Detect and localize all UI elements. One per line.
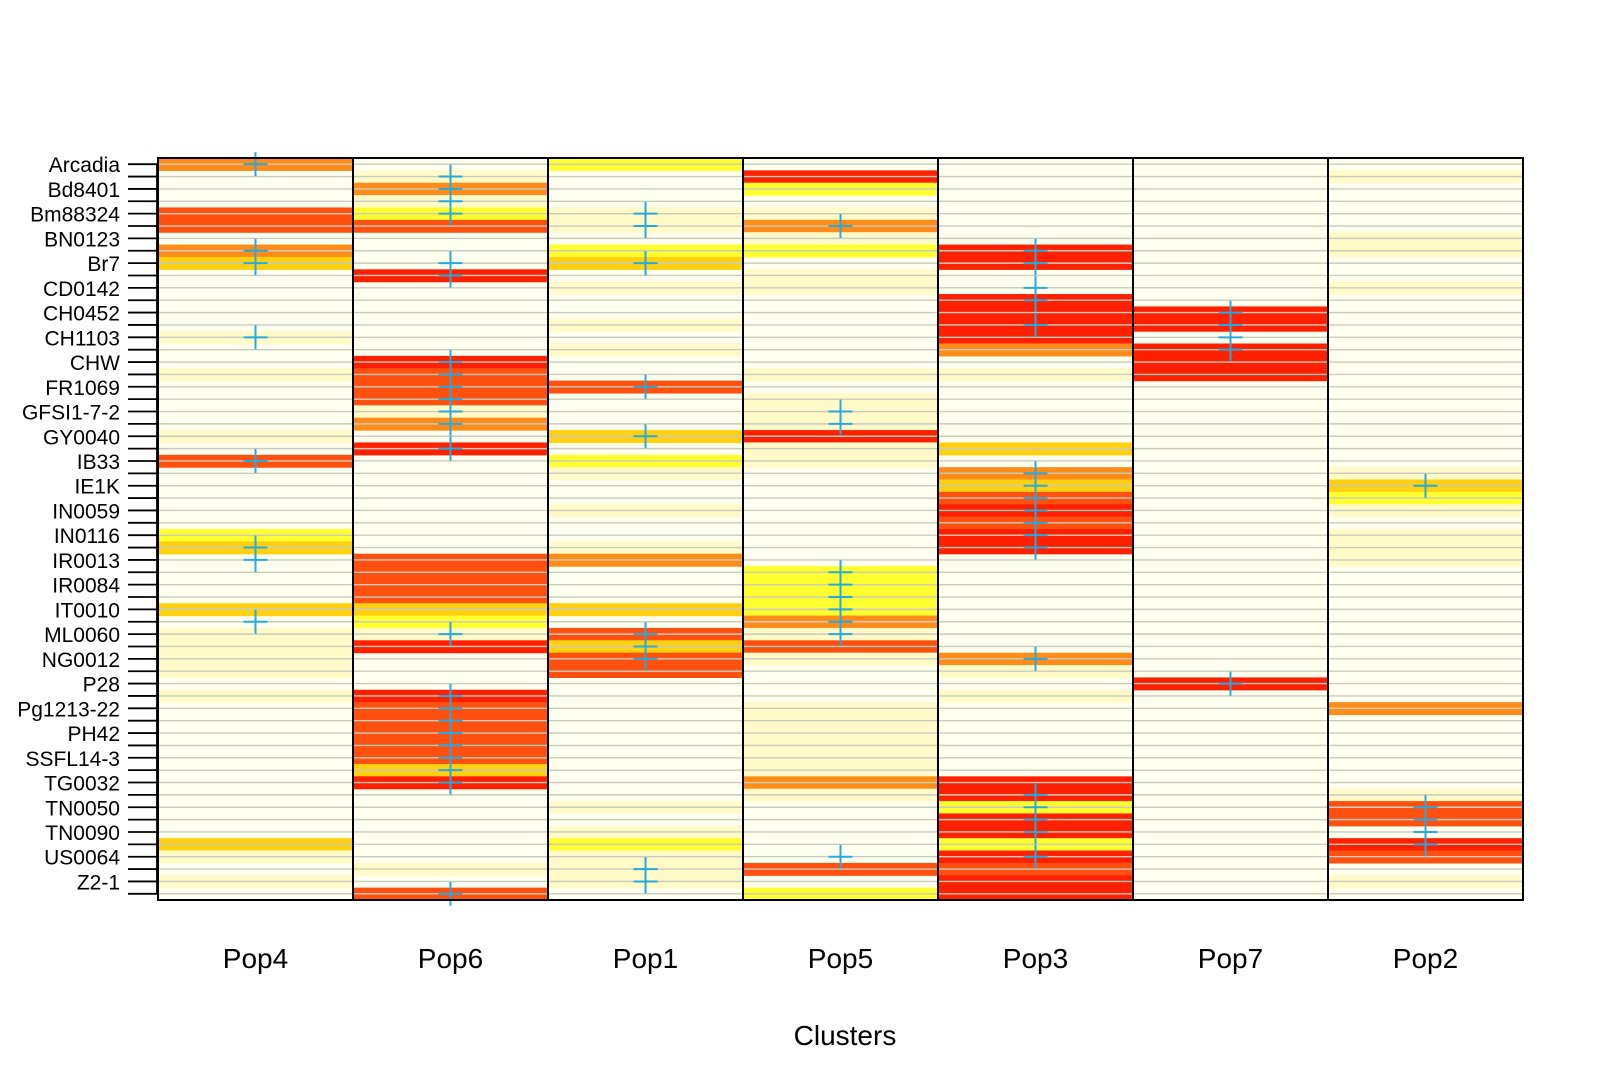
assignment-marker xyxy=(1023,819,1048,844)
y-tick-label: CD0142 xyxy=(43,278,120,301)
y-tick-label: IE1K xyxy=(74,476,120,499)
y-tick-label: CH1103 xyxy=(45,327,121,350)
y-tick-label: PH42 xyxy=(67,723,120,746)
assignment-marker xyxy=(438,263,463,288)
assignment-marker xyxy=(243,547,268,572)
y-tick-label: IN0059 xyxy=(52,500,120,523)
assignment-marker xyxy=(243,448,268,473)
y-tick-label: IR0084 xyxy=(52,575,120,598)
assignment-marker xyxy=(438,411,463,436)
assignment-marker xyxy=(633,374,658,399)
assignment-marker xyxy=(243,251,268,276)
assignment-marker xyxy=(633,214,658,239)
y-tick-label: Pg1213-22 xyxy=(17,698,120,721)
x-tick-label: Pop6 xyxy=(418,943,483,974)
y-tick-label: CHW xyxy=(70,352,120,375)
assignment-marker xyxy=(1023,288,1048,313)
y-tick-label: ML0060 xyxy=(44,624,120,647)
plot-frame xyxy=(157,157,1524,901)
x-axis: Pop4 Pop6 Pop1 Pop5 Pop3 Pop7 Pop2 xyxy=(223,943,1458,974)
y-tick-label: BN0123 xyxy=(44,228,120,251)
assignment-marker xyxy=(1218,337,1243,362)
assignment-marker xyxy=(1413,473,1438,498)
y-tick-label: GFSI1-7-2 xyxy=(22,402,120,425)
y-tick-label: Br7 xyxy=(87,253,120,276)
y-tick-label: NG0012 xyxy=(42,649,120,672)
assignment-marker xyxy=(1023,646,1048,671)
x-tick-label: Pop7 xyxy=(1198,943,1263,974)
y-tick-label: Bm88324 xyxy=(30,204,120,227)
assignment-marker xyxy=(633,424,658,449)
assignment-marker xyxy=(438,770,463,795)
y-tick-label: TN0050 xyxy=(45,797,120,820)
y-tick-label: IR0013 xyxy=(52,550,120,573)
y-tick-label: IN0116 xyxy=(54,525,120,548)
assignment-marker xyxy=(1023,535,1048,560)
x-tick-label: Pop1 xyxy=(613,943,678,974)
x-axis-title: Clusters xyxy=(794,1020,897,1051)
heatmap-cells xyxy=(158,158,1523,901)
y-tick-label: CH0452 xyxy=(43,303,120,326)
assignment-marker xyxy=(243,152,268,177)
y-tick-label: Z2-1 xyxy=(77,871,120,894)
y-tick-label: TN0090 xyxy=(45,822,120,845)
assignment-marker xyxy=(438,201,463,226)
x-tick-label: Pop3 xyxy=(1003,943,1068,974)
y-tick-label: FR1069 xyxy=(45,377,120,400)
assignment-marker xyxy=(1413,832,1438,857)
y-tick-label: IT0010 xyxy=(55,599,120,622)
y-tick-label: SSFL14-3 xyxy=(25,748,120,771)
assignment-marker xyxy=(1023,251,1048,276)
y-tick-label: GY0040 xyxy=(43,426,120,449)
assignment-marker xyxy=(1218,671,1243,696)
y-tick-label: TG0032 xyxy=(44,773,120,796)
assignment-marker xyxy=(633,646,658,671)
assignment-marker xyxy=(243,609,268,634)
y-tick-label: Bd8401 xyxy=(48,179,120,202)
assignment-marker xyxy=(828,844,853,869)
y-tick-label: P28 xyxy=(83,674,120,697)
x-tick-label: Pop5 xyxy=(808,943,873,974)
assignment-marker xyxy=(243,325,268,350)
column-frames xyxy=(157,157,1524,901)
assignment-marker xyxy=(828,411,853,436)
x-tick-label: Pop2 xyxy=(1393,943,1458,974)
y-axis: ArcadiaBd8401Bm88324BN0123Br7CD0142CH045… xyxy=(17,154,158,895)
assignment-marker xyxy=(633,869,658,894)
assignment-marker xyxy=(1023,844,1048,869)
assignment-marker xyxy=(438,436,463,461)
assignment-marker xyxy=(633,251,658,276)
y-tick-label: US0064 xyxy=(44,847,120,870)
assignment-marker xyxy=(828,214,853,239)
assignment-marker xyxy=(438,622,463,647)
assignment-markers xyxy=(243,152,1438,906)
assignment-marker xyxy=(438,881,463,906)
y-tick-label: Arcadia xyxy=(49,154,121,177)
assignment-marker xyxy=(828,622,853,647)
y-tick-label: IB33 xyxy=(77,451,120,474)
assignment-marker xyxy=(1023,312,1048,337)
x-tick-label: Pop4 xyxy=(223,943,288,974)
